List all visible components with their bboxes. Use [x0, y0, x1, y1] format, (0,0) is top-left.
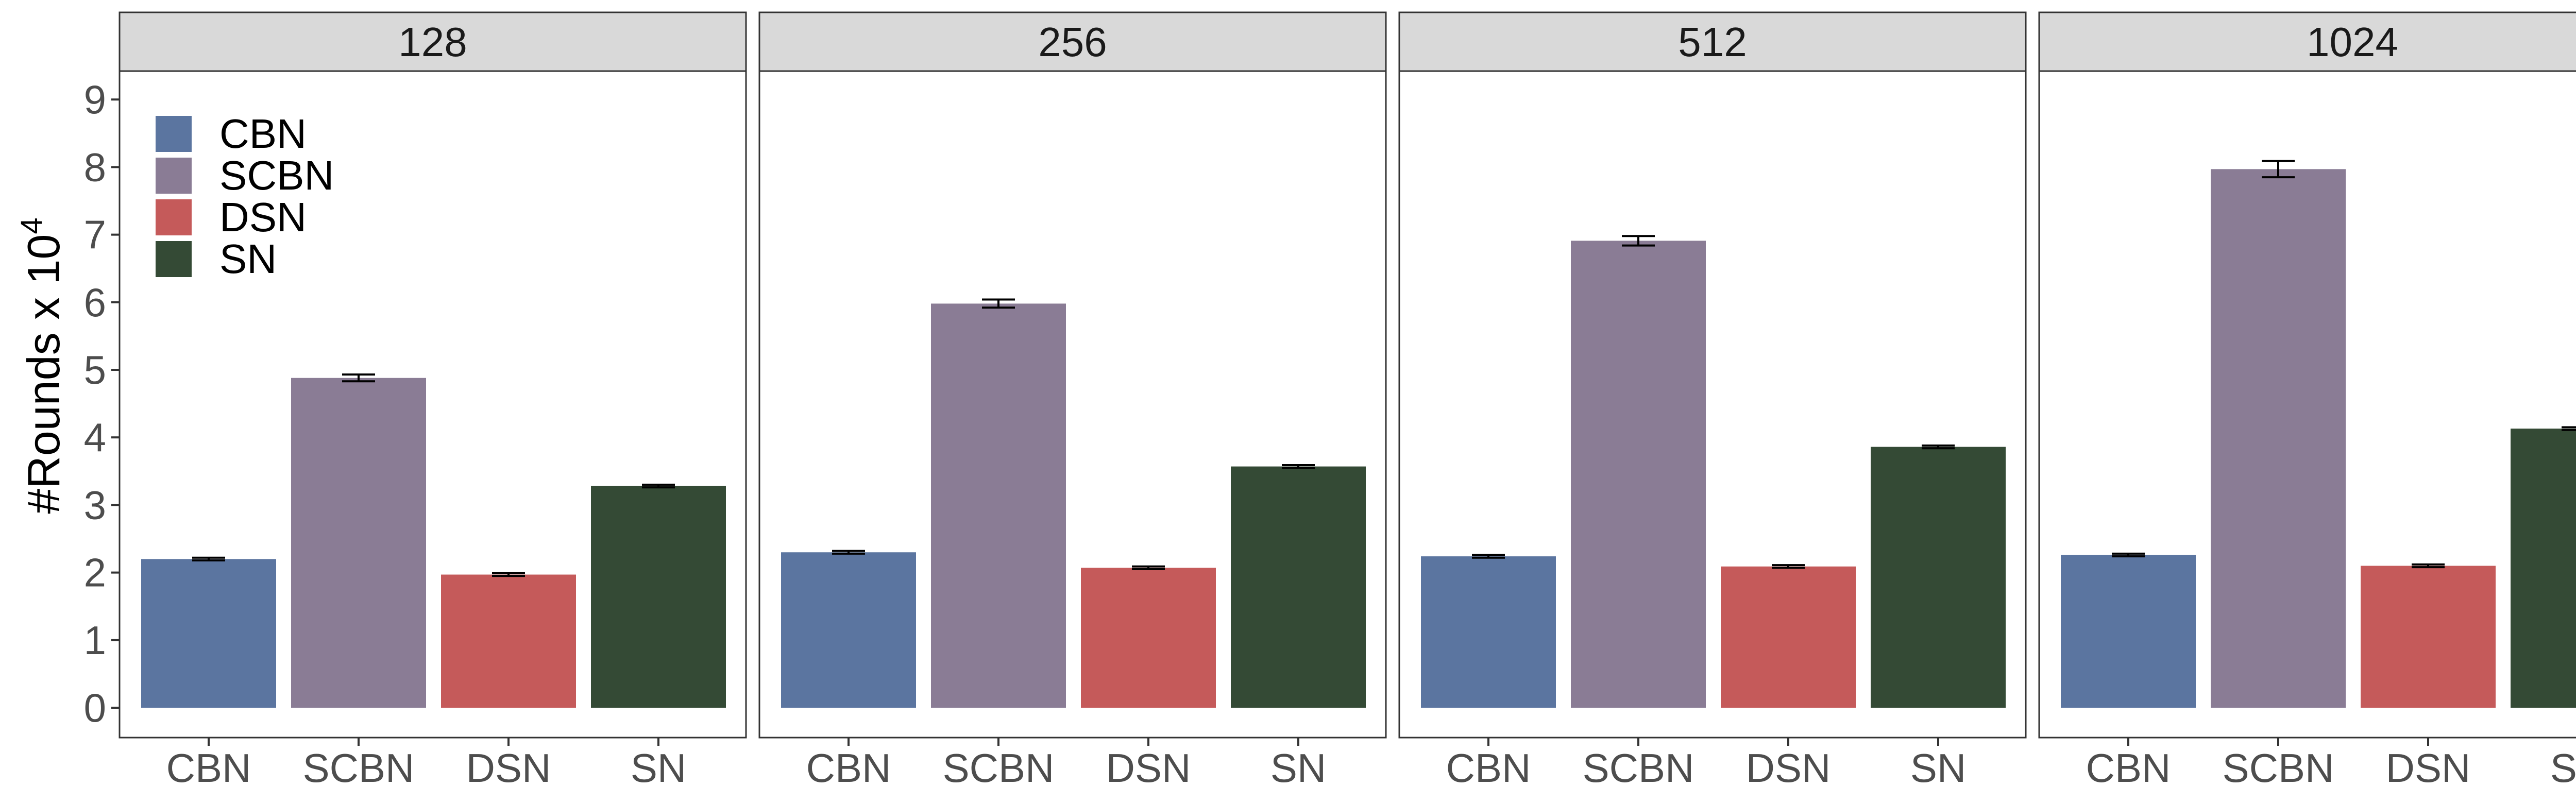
bar-sn [2511, 429, 2576, 708]
error-bar [642, 484, 675, 489]
bar-dsn [1721, 566, 1856, 708]
legend-swatch [156, 241, 192, 277]
bar-sn [1231, 466, 1366, 708]
bar-cbn [781, 552, 916, 708]
bar-cbn [141, 559, 276, 708]
error-bar [1472, 554, 1505, 559]
y-tick-label: 4 [84, 415, 106, 460]
error-bar [2562, 426, 2576, 431]
legend-label: DSN [219, 194, 307, 240]
error-bar [2262, 160, 2295, 179]
y-tick-label: 7 [84, 212, 106, 258]
y-tick-label: 9 [84, 77, 106, 122]
facet-strip-label: 256 [1038, 19, 1107, 65]
facet-strip-label: 512 [1678, 19, 1747, 65]
x-tick-label: SCBN [1583, 745, 1694, 791]
error-bar [1282, 464, 1315, 469]
x-tick-label: SN [1270, 745, 1326, 791]
bar-dsn [2361, 566, 2496, 708]
y-tick-label: 5 [84, 347, 106, 392]
y-tick-label: 0 [84, 685, 106, 730]
error-bar [492, 572, 525, 577]
x-tick-label: SCBN [2223, 745, 2334, 791]
bar-sn [591, 486, 726, 708]
bar-cbn [2061, 555, 2196, 708]
error-bar [1772, 564, 1805, 569]
y-axis-title: #Rounds x 104 [15, 217, 69, 514]
error-bar [1132, 565, 1165, 571]
facet-strip [1398, 11, 2027, 72]
facet-panel-256: 256 CBN SCBN DSN SN [758, 11, 1387, 791]
y-tick-label: 3 [84, 482, 106, 527]
error-bar [832, 550, 865, 555]
y-tick-label: 6 [84, 280, 106, 325]
x-tick-label: CBN [166, 745, 251, 791]
x-tick-label: SCBN [943, 745, 1055, 791]
x-tick-label: DSN [466, 745, 551, 791]
bar-dsn [1081, 568, 1216, 708]
bar-sn [1871, 447, 2006, 708]
y-tick-label: 2 [84, 550, 106, 595]
bar-dsn [441, 574, 576, 708]
facet-strip-label: 1024 [2307, 19, 2398, 65]
x-tick-label: DSN [1106, 745, 1191, 791]
bar-scbn [931, 303, 1066, 708]
bar-scbn [2211, 169, 2346, 708]
legend-label: SN [219, 236, 277, 282]
x-tick-label: DSN [1746, 745, 1831, 791]
error-bar [1922, 444, 1955, 450]
legend-label: SCBN [219, 152, 334, 198]
legend-swatch [156, 158, 192, 194]
y-axis-title-text: #Rounds x 10 [18, 234, 69, 514]
x-tick-label: CBN [806, 745, 891, 791]
y-axis: 0 1 2 3 4 5 6 7 8 9 [84, 77, 120, 730]
x-tick-label: SN [2550, 745, 2576, 791]
x-tick-label: SCBN [303, 745, 415, 791]
facet-panel-512: 512 CBN SCBN DSN SN [1398, 11, 2027, 791]
error-bar [2112, 552, 2145, 558]
x-tick-label: CBN [1446, 745, 1531, 791]
x-tick-label: SN [1910, 745, 1966, 791]
bar-scbn [1571, 241, 1706, 708]
bar-scbn [291, 378, 426, 708]
error-bar [982, 298, 1015, 309]
x-tick-label: DSN [2386, 745, 2471, 791]
y-axis-title-exponent: 4 [15, 217, 48, 234]
error-bar [342, 373, 375, 383]
legend-swatch [156, 199, 192, 235]
facet-strip-label: 128 [398, 19, 467, 65]
y-tick-label: 8 [84, 144, 106, 190]
facet-strip [118, 11, 747, 72]
error-bar [192, 556, 225, 561]
error-bar [2412, 563, 2445, 569]
error-bar [1622, 235, 1655, 247]
legend-label: CBN [219, 111, 307, 157]
facet-panel-1024: 1024 CBN SCBN DSN SN [2038, 11, 2576, 791]
x-tick-label: SN [631, 745, 686, 791]
bar-cbn [1421, 556, 1556, 708]
x-tick-label: CBN [2086, 745, 2171, 791]
legend-swatch [156, 116, 192, 152]
facet-strip [2038, 11, 2576, 72]
y-tick-label: 1 [84, 618, 106, 663]
